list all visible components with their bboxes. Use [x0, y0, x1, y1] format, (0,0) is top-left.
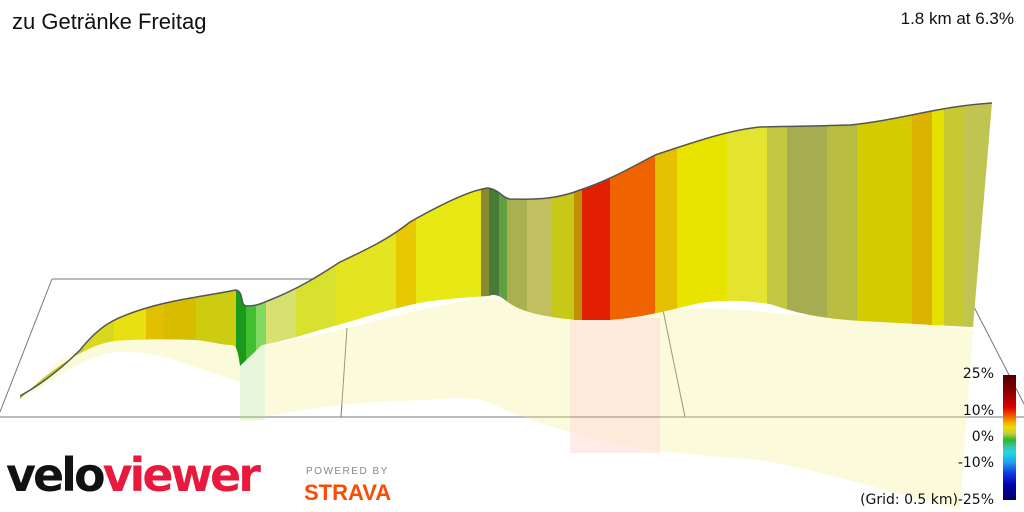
profile-ridge-line: [19, 102, 993, 397]
route-title: zu Getränke Freitag: [12, 9, 207, 34]
profile-reflection: [20, 298, 973, 510]
legend-label-25: 25%: [962, 366, 994, 382]
logo-viewer: viewer: [102, 448, 261, 502]
veloviewer-logo[interactable]: veloviewer: [6, 452, 261, 498]
strava-logo[interactable]: STRAVA: [304, 480, 392, 505]
legend-label-10: 10%: [962, 403, 994, 419]
route-summary: 1.8 km at 6.3%: [900, 9, 1014, 28]
gradient-colorbar: [1003, 375, 1016, 500]
grid-note: (Grid: 0.5 km): [860, 492, 958, 508]
legend-label-neg25: -25%: [957, 492, 994, 508]
legend-label-0: 0%: [971, 429, 994, 445]
ground-grid: [0, 278, 1024, 418]
powered-by-label: POWERED BY: [306, 466, 389, 477]
logo-velo: velo: [6, 448, 106, 502]
legend-label-neg10: -10%: [957, 455, 994, 471]
